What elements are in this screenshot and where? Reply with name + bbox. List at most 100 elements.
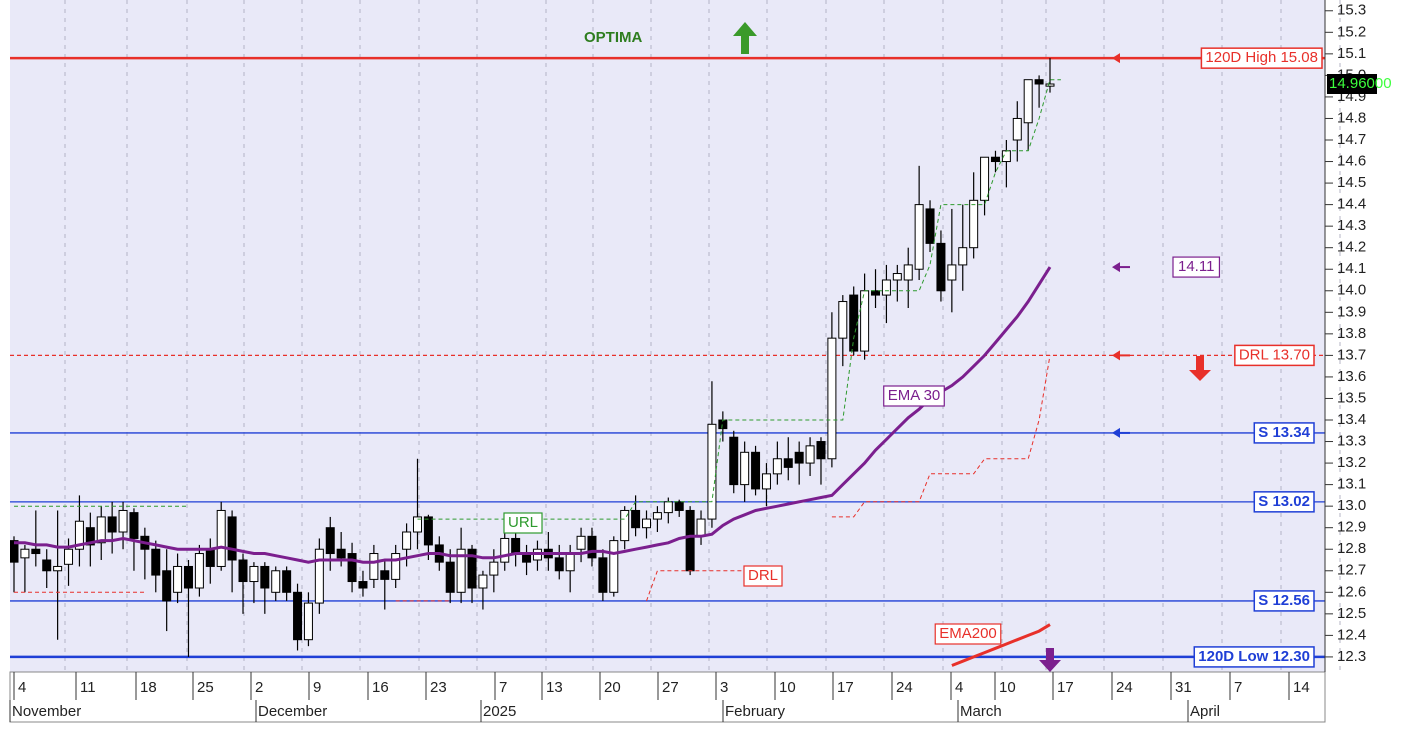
- y-tick-label: 14.4: [1337, 196, 1366, 213]
- indicator-line: [14, 266, 1052, 564]
- candle-body: [631, 509, 641, 529]
- level-label: S 13.34: [1258, 424, 1310, 441]
- line-label-box: [743, 565, 783, 587]
- level-label-box: [1200, 47, 1323, 69]
- candle-body: [772, 458, 782, 475]
- down-arrow-icon: [1189, 356, 1211, 381]
- candle-body: [685, 509, 695, 572]
- candle-body: [53, 565, 63, 572]
- candle-body: [663, 501, 673, 514]
- indicator-line: [951, 623, 1051, 667]
- candle-body: [761, 473, 771, 490]
- y-tick-label: 12.4: [1337, 626, 1366, 643]
- x-tick-label: 4: [955, 679, 963, 696]
- candle-body: [958, 247, 968, 266]
- candle-body: [598, 557, 608, 593]
- x-tick-label: 16: [372, 679, 389, 696]
- x-tick-label: 17: [1057, 679, 1074, 696]
- candle-body: [42, 559, 52, 572]
- overlay: 120D High 15.08 DRL 13.70 S 13.34 S 13.02 S …: [503, 47, 1323, 668]
- candle-body: [576, 535, 586, 550]
- candle-body: [1023, 79, 1033, 124]
- candle-body: [652, 512, 662, 520]
- candle-body: [293, 591, 303, 641]
- y-tick-label: 13.5: [1337, 389, 1366, 406]
- indicator-line: [14, 355, 1051, 602]
- level-label: 120D Low 12.30: [1198, 648, 1310, 665]
- candle-body: [358, 581, 368, 589]
- candle-body: [162, 570, 172, 602]
- y-tick-label: 15.1: [1337, 45, 1366, 62]
- candle-body: [881, 279, 891, 296]
- x-tick-label: 13: [546, 679, 563, 696]
- candle-body: [1012, 117, 1022, 141]
- candle-body: [96, 516, 106, 544]
- y-tick-label: 12.9: [1337, 519, 1366, 536]
- y-tick-label: 14.5: [1337, 174, 1366, 191]
- x-tick-label: 7: [499, 679, 507, 696]
- candle-body: [31, 548, 41, 555]
- y-tick-label: 14.6: [1337, 153, 1366, 170]
- candle-body: [500, 537, 510, 563]
- marker-arrow-head: [1112, 262, 1120, 273]
- y-tick-label: 13.2: [1337, 454, 1366, 471]
- x-tick-label: 18: [140, 679, 157, 696]
- candle-body: [282, 570, 292, 593]
- y-tick-label: 14.0: [1337, 282, 1366, 299]
- x-tick-label: 20: [604, 679, 621, 696]
- candle-body: [325, 527, 335, 555]
- level-label-box: [1253, 491, 1315, 513]
- chart-title: OPTIMA: [584, 29, 642, 46]
- candle-body: [783, 458, 793, 468]
- x-tick-label: 24: [896, 679, 913, 696]
- candle-body: [642, 518, 652, 529]
- x-tick-label: 17: [837, 679, 854, 696]
- x-tick-label: 3: [720, 679, 728, 696]
- candle-body: [423, 516, 433, 546]
- x-tick-label: 4: [18, 679, 26, 696]
- candle-body: [609, 540, 619, 593]
- y-tick-label: 15.3: [1337, 2, 1366, 19]
- candle-body: [402, 531, 412, 550]
- down-arrow-icon: [1039, 648, 1061, 672]
- candle-body: [20, 548, 30, 559]
- candle-body: [336, 548, 346, 559]
- candle-body: [707, 423, 717, 520]
- y-tick-label: 14.8: [1337, 109, 1366, 126]
- y-tick-label: 14.2: [1337, 239, 1366, 256]
- x-tick-label: 2: [255, 679, 263, 696]
- y-tick-label: 12.3: [1337, 648, 1366, 665]
- candle-body: [445, 561, 455, 593]
- y-tick-label: 14.1: [1337, 260, 1366, 277]
- candle-body: [990, 156, 1000, 163]
- candle-body: [696, 518, 706, 537]
- x-month-label: November: [12, 703, 81, 720]
- candle-body: [380, 570, 390, 580]
- candle-body: [227, 516, 237, 561]
- x-month-label: April: [1190, 703, 1220, 720]
- line-label-box: [883, 385, 945, 407]
- candle-body: [816, 441, 826, 460]
- x-tick-label: 10: [999, 679, 1016, 696]
- candle-body: [674, 501, 684, 511]
- candle-body: [751, 451, 761, 490]
- candle-body: [729, 436, 739, 486]
- up-arrow-icon: [733, 22, 757, 54]
- y-tick-label: 13.8: [1337, 325, 1366, 342]
- candle-body: [271, 570, 281, 593]
- y-tick-label: 12.5: [1337, 605, 1366, 622]
- level-label: DRL 13.70: [1239, 346, 1310, 363]
- x-tick-label: 9: [313, 679, 321, 696]
- candle-body: [805, 445, 815, 464]
- marker-label: 14.11: [1178, 258, 1214, 275]
- candle-body: [827, 337, 837, 460]
- candle-body: [511, 537, 521, 555]
- plot: [10, 56, 1325, 667]
- line-label: URL: [508, 514, 538, 531]
- line-label: DRL: [748, 567, 778, 584]
- line-label: EMA 30: [888, 387, 941, 404]
- candle-body: [467, 548, 477, 589]
- x-month-label: February: [725, 703, 786, 720]
- level-label-box: [1253, 422, 1315, 444]
